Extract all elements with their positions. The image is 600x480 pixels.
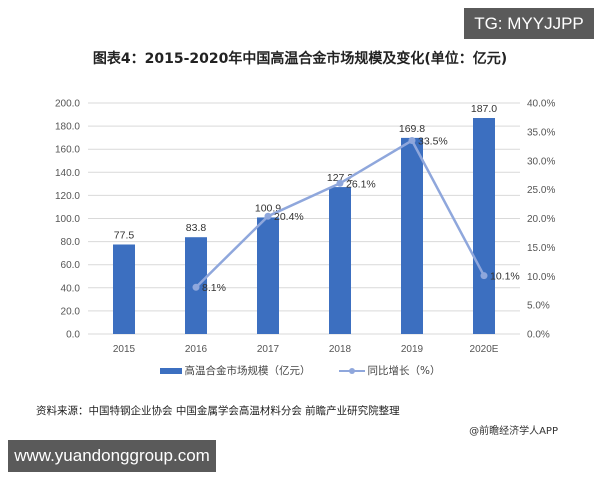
y-right-tick: 35.0% [527, 127, 555, 138]
bar-value-label: 83.8 [186, 222, 207, 234]
growth-value-label: 10.1% [490, 271, 520, 283]
site-badge: www.yuandonggroup.com [8, 440, 216, 472]
chart-legend: 高温合金市场规模（亿元） 同比增长（%） [0, 363, 600, 378]
bar [473, 118, 495, 334]
legend-item-growth: 同比增长（%） [338, 363, 441, 378]
bar [329, 187, 351, 334]
bar-value-label: 100.9 [255, 202, 281, 214]
y-right-tick: 5.0% [527, 301, 550, 312]
bar-value-label: 169.8 [399, 123, 425, 135]
combo-chart: 0.0 20.0 40.0 60.0 80.0 100.0 120.0 140.0 160.0 1… [55, 99, 555, 356]
growth-point [192, 283, 200, 291]
bar-swatch-icon [159, 367, 182, 374]
bar [113, 244, 135, 334]
line-swatch-icon [338, 367, 365, 374]
x-tick: 2015 [113, 344, 136, 355]
y-left-tick: 80.0 [61, 237, 81, 248]
growth-value-label: 20.4% [274, 211, 304, 223]
y-left-tick: 180.0 [55, 122, 80, 133]
growth-value-label: 8.1% [202, 282, 226, 294]
tg-badge: TG: MYYJJPP [464, 8, 594, 39]
y-right-tick: 30.0% [527, 156, 555, 167]
bar [401, 137, 423, 334]
bar-value-label: 77.5 [114, 229, 135, 241]
y-left-tick: 200.0 [55, 99, 80, 110]
source-note: 资料来源：中国特钢企业协会 中国金属学会高温材料分会 前瞻产业研究院整理 [36, 405, 400, 417]
x-tick: 2020E [470, 344, 499, 355]
growth-point [264, 212, 272, 220]
x-tick: 2018 [329, 344, 352, 355]
x-tick: 2019 [401, 344, 424, 355]
y-left-tick: 100.0 [55, 214, 80, 225]
y-left-tick: 160.0 [55, 145, 80, 156]
y-right-tick: 20.0% [527, 214, 555, 225]
y-left-tick: 120.0 [55, 191, 80, 202]
growth-point [336, 179, 344, 187]
growth-point [408, 137, 416, 145]
x-tick: 2017 [257, 344, 280, 355]
y-right-tick: 10.0% [527, 272, 555, 283]
y-right-tick: 25.0% [527, 185, 555, 196]
y-left-tick: 60.0 [61, 260, 81, 271]
legend-label-market-size: 高温合金市场规模（亿元） [184, 365, 311, 377]
bar [257, 217, 279, 334]
credit-note: @前瞻经济学人APP [469, 426, 558, 437]
x-tick: 2016 [185, 344, 208, 355]
growth-point [480, 272, 488, 280]
y-left-tick: 20.0 [61, 306, 81, 317]
growth-value-label: 26.1% [346, 178, 376, 190]
chart-title: 图表4：2015-2020年中国高温合金市场规模及变化(单位：亿元) [92, 51, 508, 67]
y-left-tick: 0.0 [66, 330, 80, 341]
y-right-tick: 40.0% [527, 99, 555, 110]
y-right-tick: 15.0% [527, 243, 555, 254]
growth-value-label: 33.5% [418, 136, 448, 148]
legend-item-market-size: 高温合金市场规模（亿元） [159, 363, 311, 378]
y-left-tick: 140.0 [55, 168, 80, 179]
bar-value-label: 187.0 [471, 103, 497, 115]
y-left-tick: 40.0 [61, 283, 81, 294]
y-right-tick: 0.0% [527, 330, 550, 341]
bar-value-label: 127.2 [327, 172, 353, 184]
legend-label-growth: 同比增长（%） [367, 365, 441, 377]
